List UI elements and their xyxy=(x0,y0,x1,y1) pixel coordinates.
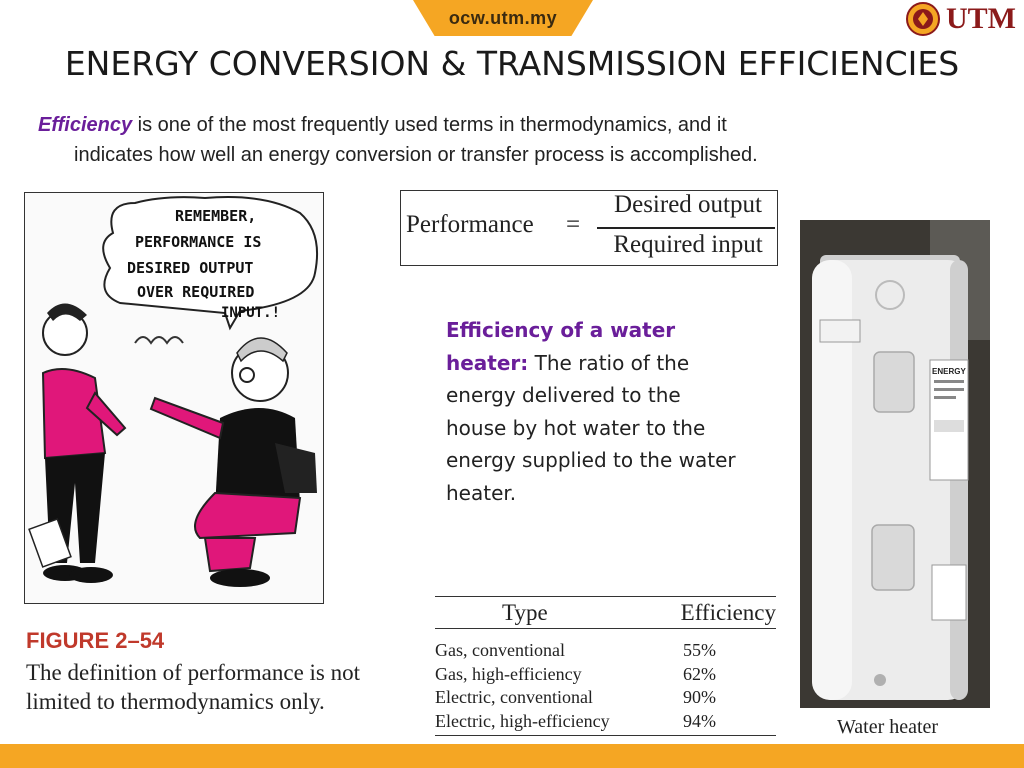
table-row: Gas, high-efficiency 62% xyxy=(435,663,776,687)
utm-logo: UTM xyxy=(906,2,1016,36)
speech-line-4: OVER REQUIRED xyxy=(137,283,254,301)
figure-caption: The definition of performance is not lim… xyxy=(26,660,361,714)
intro-paragraph: Efficiency is one of the most frequently… xyxy=(38,110,968,170)
formula-denominator: Required input xyxy=(613,231,763,258)
speech-line-2: PERFORMANCE IS xyxy=(135,233,261,251)
site-url: ocw.utm.my xyxy=(448,7,558,28)
table-row: Electric, conventional 90% xyxy=(435,686,776,710)
intro-line2: indicates how well an energy conversion … xyxy=(74,144,758,166)
efficiency-table: Type Efficiency Gas, conventional 55% Ga… xyxy=(435,596,776,736)
table-header-efficiency: Efficiency xyxy=(680,600,776,625)
utm-seal-icon xyxy=(906,2,940,36)
water-heater-photo: ENERGY xyxy=(800,220,990,708)
water-heater-image: ENERGY xyxy=(800,220,990,708)
table-cell-efficiency: 94% xyxy=(683,710,716,731)
table-body: Gas, conventional 55% Gas, high-efficien… xyxy=(435,629,776,736)
performance-formula: Performance = Desired output Required in… xyxy=(400,190,778,266)
figure-label: FIGURE 2–54 xyxy=(26,628,165,653)
slide-title: ENERGY CONVERSION & TRANSMISSION EFFICIE… xyxy=(64,44,960,83)
table-cell-type: Electric, high-efficiency xyxy=(435,710,610,731)
intro-line1: is one of the most frequently used terms… xyxy=(132,114,727,136)
table-cell-efficiency: 62% xyxy=(683,663,716,684)
site-banner: ocw.utm.my xyxy=(413,0,593,36)
definition-body: The ratio of the energy delivered to the… xyxy=(446,350,736,505)
definition-heading: Efficiency of a water heater: xyxy=(446,318,676,375)
table-header-type: Type xyxy=(502,600,548,625)
formula-numerator: Desired output xyxy=(614,191,762,218)
table-row: Electric, high-efficiency 94% xyxy=(435,710,776,734)
water-heater-caption: Water heater xyxy=(837,716,939,738)
table-header: Type Efficiency xyxy=(435,597,776,629)
speech-line-5: INPUT.! xyxy=(221,305,280,321)
table-cell-efficiency: 55% xyxy=(683,640,716,660)
formula-lhs: Performance xyxy=(406,211,534,238)
table-top-rule xyxy=(435,596,776,597)
cartoon-illustration: REMEMBER, PERFORMANCE IS DESIRED OUTPUT … xyxy=(24,192,324,604)
table-cell-efficiency: 90% xyxy=(683,687,716,707)
water-heater-definition: Efficiency of a water heater: The ratio … xyxy=(446,314,746,509)
table-row: Gas, conventional 55% xyxy=(435,639,776,663)
speech-bubble xyxy=(102,196,319,331)
cartoon-drawing: REMEMBER, PERFORMANCE IS DESIRED OUTPUT … xyxy=(25,193,323,603)
speech-line-3: DESIRED OUTPUT xyxy=(127,259,253,277)
intro-keyword: Efficiency xyxy=(38,114,133,136)
table-cell-type: Gas, high-efficiency xyxy=(435,663,582,684)
speech-line-1: REMEMBER, xyxy=(175,207,256,225)
utm-logo-text: UTM xyxy=(946,2,1016,35)
table-cell-type: Gas, conventional xyxy=(435,640,565,660)
footer-bar xyxy=(0,744,1024,768)
formula-equals: = xyxy=(566,211,581,238)
formula-fraction-bar xyxy=(597,227,775,229)
table-cell-type: Electric, conventional xyxy=(435,687,593,707)
energy-label-brand: ENERGY xyxy=(932,367,966,376)
